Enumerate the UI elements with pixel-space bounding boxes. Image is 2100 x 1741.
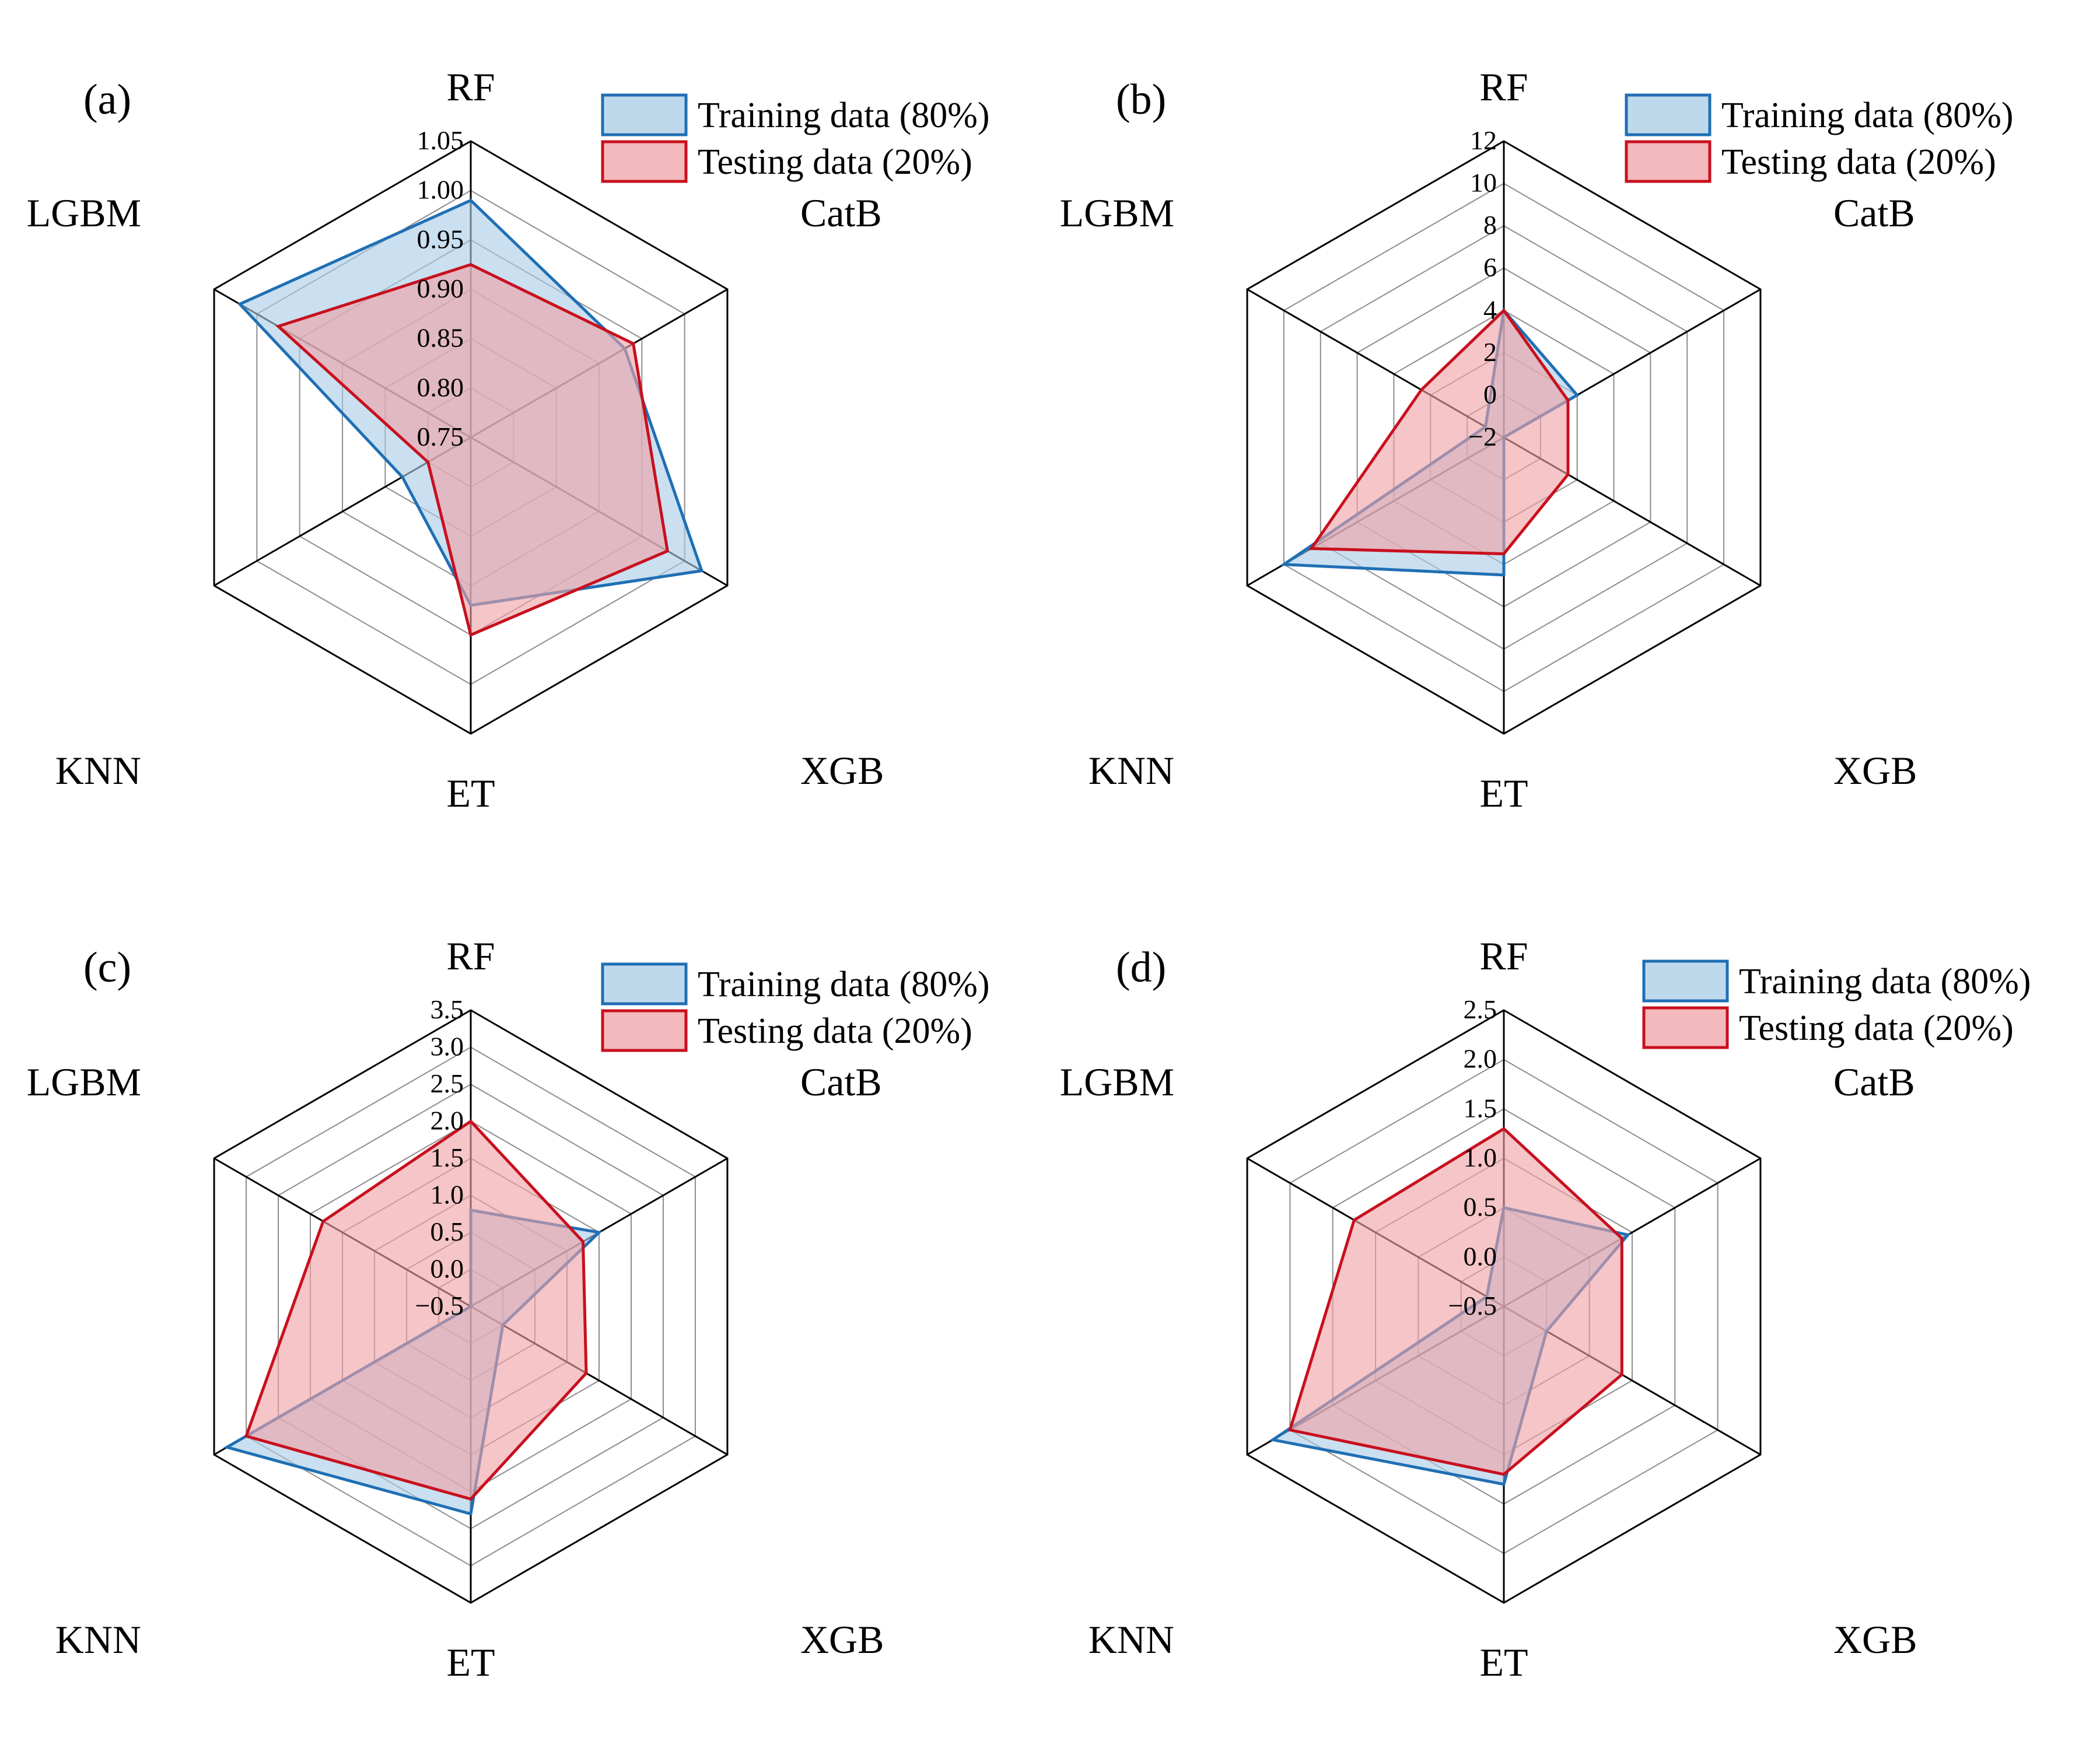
tick-label: 12 <box>1470 125 1497 155</box>
axis-label-knn: KNN <box>55 748 141 793</box>
tick-label: 2.0 <box>430 1106 464 1136</box>
axis-label-et: ET <box>1479 1640 1528 1684</box>
legend-swatch-training <box>601 962 688 1006</box>
axis-label-lgbm: LGBM <box>1060 191 1174 235</box>
legend-label-training: Training data (80%) <box>1739 962 2031 1001</box>
testing-data-series <box>244 1119 588 1501</box>
axis-label-rf: RF <box>1479 65 1528 109</box>
legend-label-training: Training data (80%) <box>1721 96 2014 135</box>
axis-label-et: ET <box>446 771 495 815</box>
legend-swatch-training <box>1642 959 1729 1003</box>
testing-data-series <box>1288 1127 1623 1476</box>
legend: Training data (80%) Testing data (20%) <box>1642 959 2031 1049</box>
tick-label: −2 <box>1468 422 1497 451</box>
tick-label: 1.5 <box>1464 1093 1497 1123</box>
legend-label-testing: Testing data (20%) <box>1739 1008 2014 1048</box>
panel-label: (a) <box>83 76 131 124</box>
tick-label: 0.75 <box>417 422 464 451</box>
legend-label-training: Training data (80%) <box>698 96 990 135</box>
tick-label: 1.0 <box>1464 1143 1497 1172</box>
radar-panel-a: 0.75 0.80 0.85 0.90 0.95 1.00 1.05 RF CatB XGB ET K… <box>27 65 990 815</box>
axis-label-lgbm: LGBM <box>1060 1060 1174 1104</box>
legend: Training data (80%) Testing data (20%) <box>601 962 990 1052</box>
legend-label-testing: Testing data (20%) <box>1721 142 1996 182</box>
tick-label: 10 <box>1470 168 1497 198</box>
radar-panel-d: −0.5 0.0 0.5 1.0 1.5 2.0 2.5 RF CatB XGB ET KNN LGBM… <box>1060 934 2031 1684</box>
tick-label: 0.0 <box>1464 1241 1497 1271</box>
testing-data-series <box>1308 308 1570 556</box>
axis-label-lgbm: LGBM <box>27 191 141 235</box>
panel-label: (d) <box>1116 944 1166 992</box>
axis-label-xgb: XGB <box>1833 1617 1917 1662</box>
tick-label: 0 <box>1483 379 1497 409</box>
tick-label: 0.85 <box>417 323 464 353</box>
axis-label-catb: CatB <box>1833 1060 1915 1104</box>
axis-label-lgbm: LGBM <box>27 1060 141 1104</box>
axis-label-xgb: XGB <box>800 748 884 793</box>
tick-label: 0.80 <box>417 372 464 402</box>
tick-label: −0.5 <box>1448 1291 1497 1320</box>
axis-label-et: ET <box>1479 771 1528 815</box>
legend: Training data (80%) Testing data (20%) <box>601 93 990 183</box>
tick-label: 1.05 <box>417 125 464 155</box>
tick-label: 4 <box>1483 295 1497 324</box>
legend-swatch-training <box>1625 93 1712 136</box>
legend-swatch-training <box>601 93 688 136</box>
legend-label-testing: Testing data (20%) <box>698 142 972 182</box>
tick-label: 0.5 <box>430 1217 464 1246</box>
axis-label-catb: CatB <box>800 191 882 235</box>
legend-swatch-testing <box>601 140 688 183</box>
legend-label-training: Training data (80%) <box>698 965 990 1004</box>
panel-label: (c) <box>83 944 131 992</box>
tick-label: 2.5 <box>430 1069 464 1098</box>
tick-label: 0.0 <box>430 1254 464 1284</box>
tick-label: −0.5 <box>415 1291 464 1320</box>
axis-label-xgb: XGB <box>800 1617 884 1662</box>
tick-label: 0.5 <box>1464 1192 1497 1222</box>
tick-label: 1.00 <box>417 175 464 205</box>
panel-label: (b) <box>1116 76 1166 124</box>
axis-label-rf: RF <box>446 65 495 109</box>
axis-label-et: ET <box>446 1640 495 1684</box>
legend-swatch-testing <box>1642 1006 1729 1049</box>
axis-label-catb: CatB <box>800 1060 882 1104</box>
testing-data-series <box>275 262 670 637</box>
axis-label-knn: KNN <box>1088 748 1174 793</box>
tick-label: 2.5 <box>1464 994 1497 1024</box>
tick-label: 0.90 <box>417 274 464 303</box>
axis-label-knn: KNN <box>55 1617 141 1662</box>
legend: Training data (80%) Testing data (20%) <box>1625 93 2014 183</box>
tick-label: 1.0 <box>430 1180 464 1210</box>
tick-label: 0.95 <box>417 224 464 254</box>
tick-label: 1.5 <box>430 1143 464 1172</box>
tick-label: 2.0 <box>1464 1044 1497 1074</box>
tick-label: 2 <box>1483 337 1497 367</box>
legend-swatch-testing <box>1625 140 1712 183</box>
tick-label: 3.0 <box>430 1032 464 1062</box>
tick-label: 3.5 <box>430 994 464 1024</box>
axis-label-catb: CatB <box>1833 191 1915 235</box>
axis-label-xgb: XGB <box>1833 748 1917 793</box>
legend-label-testing: Testing data (20%) <box>698 1011 972 1051</box>
axis-label-rf: RF <box>1479 934 1528 978</box>
legend-swatch-testing <box>601 1009 688 1052</box>
axis-label-knn: KNN <box>1088 1617 1174 1662</box>
radar-panel-b: −2 0 2 4 6 8 10 12 RF CatB XGB ET KNN LGBM (b) Training… <box>1060 65 2014 815</box>
axis-label-rf: RF <box>446 934 495 978</box>
tick-label: 6 <box>1483 253 1497 282</box>
radar-panel-c: −0.5 0.0 0.5 1.0 1.5 2.0 2.5 3.0 3.5 RF CatB XGB ET K… <box>27 934 990 1684</box>
tick-label: 8 <box>1483 210 1497 240</box>
